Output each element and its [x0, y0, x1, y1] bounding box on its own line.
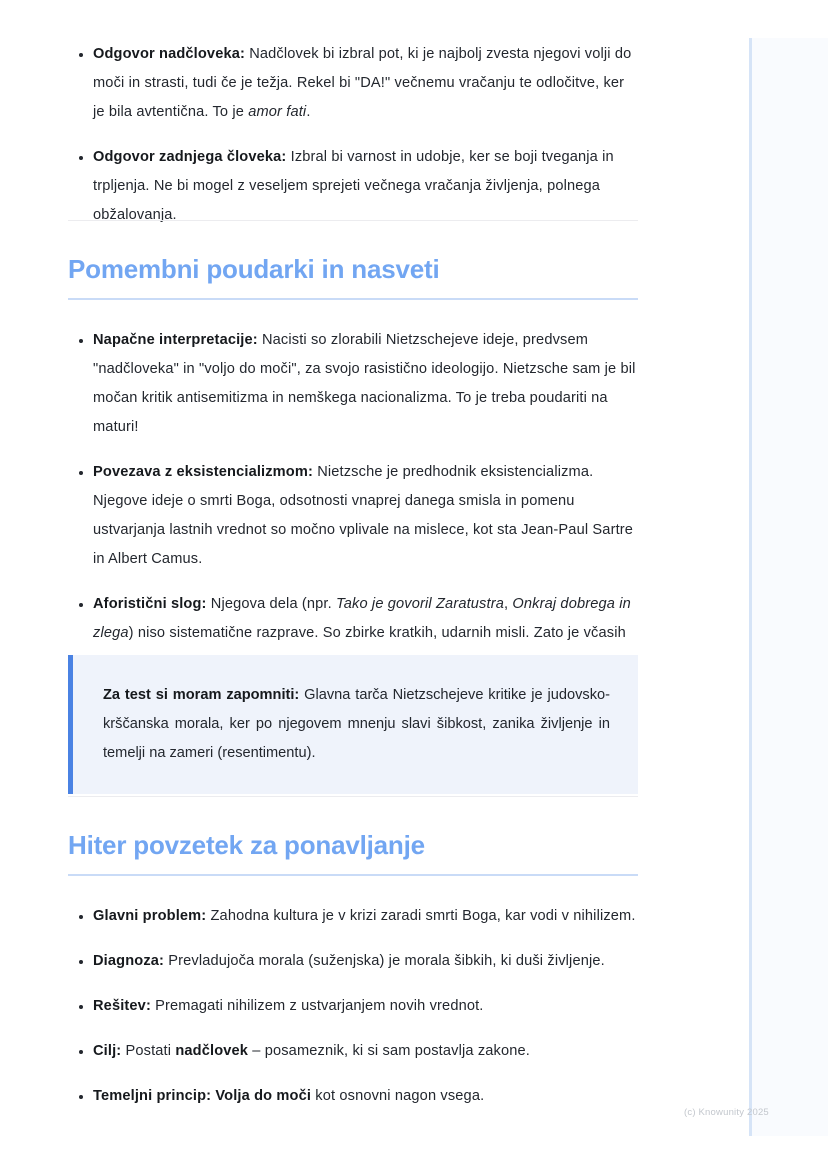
section-divider: [68, 220, 638, 221]
list-item-lead: Temeljni princip: Volja do moči: [93, 1088, 312, 1104]
list-item-body: Nietzsche je predhodnik eksistencializma…: [93, 464, 634, 567]
book-title-onkraj: Onkraj dobrega in zlega: [93, 596, 631, 641]
callout-text: Za test si moram zapomniti: Glavna tarča…: [103, 681, 610, 768]
callout-lead: Za test si moram zapomniti:: [103, 687, 300, 703]
list-item: Rešitev: Premagati nihilizem z ustvarjan…: [68, 992, 638, 1021]
list-item: Temeljni princip: Volja do moči kot osno…: [68, 1082, 638, 1111]
list-item-body-mid: ,: [503, 596, 513, 612]
list-item: Napačne interpretacije: Nacisti so zlora…: [68, 326, 638, 442]
list-item-body-tail: – posameznik, ki si sam postavlja zakone…: [248, 1043, 530, 1059]
list-item: Cilj: Postati nadčlovek – posameznik, ki…: [68, 1037, 638, 1066]
list-item-body: Premagati nihilizem z ustvarjanjem novih…: [150, 998, 484, 1014]
list-item-lead: Odgovor zadnjega človeka:: [93, 149, 287, 165]
title-underline: [68, 874, 638, 876]
list-item: Glavni problem: Zahodna kultura je v kri…: [68, 902, 638, 931]
list-item-body: Postati: [121, 1043, 176, 1059]
intro-bullet-list: Odgovor nadčloveka: Nadčlovek bi izbral …: [68, 40, 638, 230]
list-item-lead: Odgovor nadčloveka:: [93, 46, 245, 62]
vertical-scroll-rail[interactable]: [749, 38, 752, 1136]
summary-bullet-list: Glavni problem: Zahodna kultura je v kri…: [68, 902, 638, 1111]
list-item-body: Njegova dela (npr.: [206, 596, 337, 612]
summary-section: Hiter povzetek za ponavljanje Glavni pro…: [68, 828, 638, 1111]
list-item-body: Izbral bi varnost in udobje, ker se boji…: [93, 149, 614, 223]
section-title-highlights: Pomembni poudarki in nasveti: [68, 254, 440, 284]
exam-note-callout: Za test si moram zapomniti: Glavna tarča…: [68, 655, 638, 794]
list-item-body: Prevladujoča morala (suženjska) je moral…: [164, 953, 605, 969]
list-item-emphasis: nadčlovek: [175, 1043, 249, 1059]
title-underline: [68, 298, 638, 300]
list-item-body: Zahodna kultura je v krizi zaradi smrti …: [206, 908, 636, 924]
list-item-body: kot osnovni nagon vsega.: [311, 1088, 485, 1104]
book-title-zaratustra: Tako je govoril Zaratustra: [336, 596, 504, 612]
list-item-italic: amor fati: [248, 104, 307, 120]
list-item-lead: Rešitev:: [93, 998, 151, 1014]
list-item: Diagnoza: Prevladujoča morala (suženjska…: [68, 947, 638, 976]
list-item-lead: Napačne interpretacije:: [93, 332, 258, 348]
highlights-section: Pomembni poudarki in nasveti Napačne int…: [68, 252, 638, 677]
list-item-body-tail: .: [306, 104, 311, 120]
list-item-lead: Diagnoza:: [93, 953, 165, 969]
list-item: Odgovor zadnjega človeka: Izbral bi varn…: [68, 143, 638, 230]
section-divider: [68, 796, 638, 797]
callout-body: Glavna tarča Nietzschejeve kritike je ju…: [103, 687, 610, 761]
list-item-body: Nadčlovek bi izbral pot, ki je najbolj z…: [93, 46, 632, 120]
list-item-lead: Glavni problem:: [93, 908, 207, 924]
right-side-panel: [752, 38, 828, 1136]
highlights-bullet-list: Napačne interpretacije: Nacisti so zlora…: [68, 326, 638, 677]
list-item: Odgovor nadčloveka: Nadčlovek bi izbral …: [68, 40, 638, 127]
section-title-summary: Hiter povzetek za ponavljanje: [68, 830, 425, 860]
list-item-lead: Cilj:: [93, 1043, 122, 1059]
list-item-lead: Povezava z eksistencializmom:: [93, 464, 313, 480]
copyright-watermark: (c) Knowunity 2025: [684, 1107, 769, 1118]
list-item: Povezava z eksistencializmom: Nietzsche …: [68, 458, 638, 574]
list-item-lead: Aforistični slog:: [93, 596, 207, 612]
list-item-body: Nacisti so zlorabili Nietzschejeve ideje…: [93, 332, 636, 435]
